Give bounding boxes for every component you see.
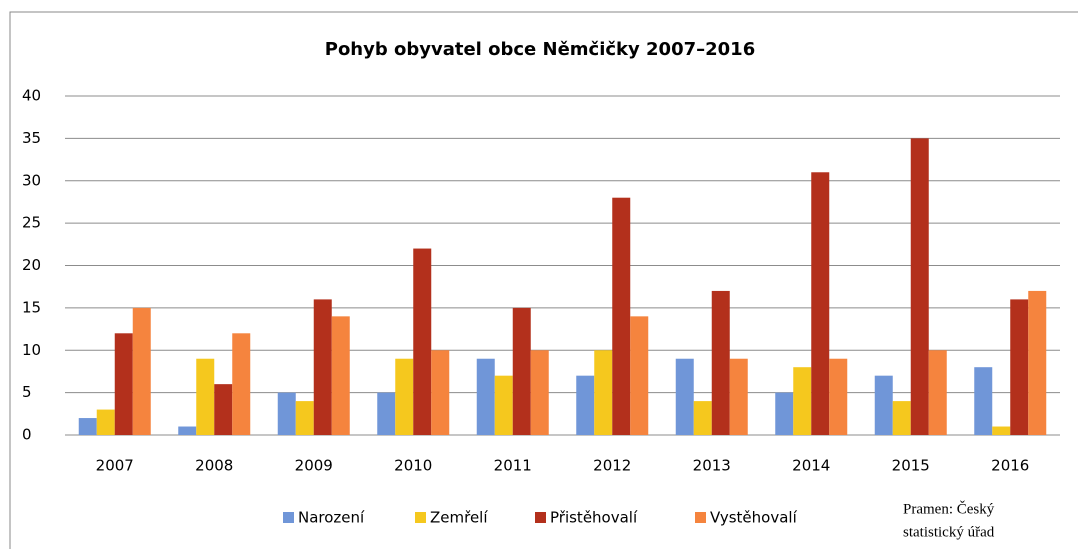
- bar: [313, 299, 332, 435]
- bar: [775, 392, 794, 435]
- bar: [178, 426, 197, 435]
- bar: [612, 197, 631, 435]
- x-tick-label: 2008: [195, 457, 233, 475]
- chart-title: Pohyb obyvatel obce Němčičky 2007–2016: [325, 39, 755, 60]
- y-tick-label: 0: [22, 426, 32, 444]
- bar: [214, 384, 233, 435]
- bar: [630, 316, 649, 435]
- bar: [476, 358, 495, 435]
- y-tick-label: 25: [22, 214, 41, 232]
- y-tick-label: 5: [22, 383, 32, 401]
- y-tick-label: 40: [22, 87, 41, 105]
- y-tick-label: 35: [22, 129, 41, 147]
- bar: [594, 350, 613, 435]
- legend-label: Narození: [298, 509, 365, 527]
- bar: [331, 316, 350, 435]
- chart-frame: [9, 11, 1078, 549]
- bar: [974, 367, 993, 435]
- x-tick-label: 2007: [96, 457, 134, 475]
- x-tick-label: 2013: [693, 457, 731, 475]
- bar: [78, 418, 97, 435]
- bar: [576, 375, 595, 435]
- bar: [395, 358, 414, 435]
- x-tick-label: 2011: [494, 457, 532, 475]
- y-tick-label: 15: [22, 298, 41, 316]
- bar: [413, 248, 432, 435]
- bar: [295, 401, 314, 435]
- x-tick-label: 2012: [593, 457, 631, 475]
- bar: [992, 426, 1011, 435]
- bar: [132, 307, 151, 435]
- x-tick-label: 2016: [991, 457, 1029, 475]
- source-note: Pramen: Český: [903, 500, 995, 517]
- bar: [431, 350, 450, 435]
- legend-label: Vystěhovalí: [710, 509, 798, 527]
- x-tick-label: 2009: [295, 457, 333, 475]
- bar: [232, 333, 251, 435]
- source-note: statistický úřad: [903, 524, 995, 540]
- bar: [494, 375, 513, 435]
- bar: [1010, 299, 1029, 435]
- bar: [729, 358, 748, 435]
- x-tick-label: 2014: [792, 457, 830, 475]
- bar: [874, 375, 893, 435]
- legend-swatch: [415, 512, 426, 523]
- legend-swatch: [283, 512, 294, 523]
- bar: [114, 333, 133, 435]
- bar: [693, 401, 712, 435]
- bar: [196, 358, 215, 435]
- bar: [530, 350, 549, 435]
- legend-swatch: [535, 512, 546, 523]
- x-tick-label: 2015: [892, 457, 930, 475]
- bar: [928, 350, 947, 435]
- x-tick-label: 2010: [394, 457, 432, 475]
- legend-label: Zemřelí: [430, 509, 488, 527]
- bar: [675, 358, 694, 435]
- bar: [811, 172, 830, 435]
- bar: [377, 392, 396, 435]
- bar: [793, 367, 812, 435]
- bar: [96, 409, 115, 435]
- bar: [1028, 290, 1047, 435]
- bar: [711, 290, 730, 435]
- y-tick-label: 30: [22, 171, 41, 189]
- bar: [829, 358, 848, 435]
- legend-label: Přistěhovalí: [550, 509, 638, 527]
- y-tick-label: 10: [22, 341, 41, 359]
- bar: [277, 392, 296, 435]
- bar: [910, 138, 929, 435]
- legend-swatch: [695, 512, 706, 523]
- bar: [892, 401, 911, 435]
- y-tick-label: 20: [22, 256, 41, 274]
- bar: [512, 307, 531, 435]
